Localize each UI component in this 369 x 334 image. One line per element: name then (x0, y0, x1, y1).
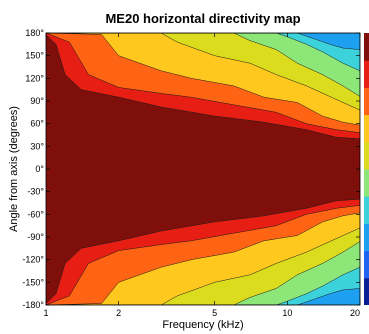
y-tick-label: 150° (25, 51, 44, 61)
colorbar-segment (364, 277, 369, 305)
y-tick-label: 120° (25, 73, 44, 83)
colorbar-segment (364, 250, 369, 279)
y-tick-label: 60° (30, 119, 44, 129)
x-tick-label: 2 (116, 308, 121, 318)
colorbar-segment (364, 114, 369, 143)
colorbar (364, 33, 369, 305)
contour-band-upper-6 (46, 33, 360, 50)
x-tick-label: 5 (212, 308, 217, 318)
y-tick-label: -90° (27, 232, 44, 242)
y-tick-label: -150° (22, 277, 44, 287)
y-tick-label: -120° (22, 255, 44, 265)
colorbar-segment (364, 223, 369, 252)
colorbar-segment (364, 33, 369, 61)
colorbar-segment (364, 141, 369, 170)
x-axis-ticks: 1 2 5 10 20 (43, 33, 361, 318)
y-tick-label: -180° (22, 300, 44, 310)
colorbar-segment (364, 87, 369, 116)
x-tick-label: 20 (350, 308, 360, 318)
contour-band-lower-6 (46, 288, 360, 305)
y-axis-label: Angle from axis (degrees) (8, 106, 20, 232)
y-tick-label: -30° (27, 187, 44, 197)
y-tick-label: 30° (30, 141, 44, 151)
contour-band-upper-4 (46, 33, 360, 97)
colorbar-segment (364, 60, 369, 88)
x-axis-label: Frequency (kHz) (162, 319, 243, 331)
contour-band-lower-4 (46, 241, 360, 305)
chart-title: ME20 horizontal directivity map (105, 11, 300, 26)
y-tick-label: 0° (35, 164, 44, 174)
y-axis-ticks: 180° 150° 120° 90° 60° 30° 0° -30° -60° -90° -120°… (22, 28, 360, 310)
contour-bands (46, 33, 360, 305)
colorbar-segment (364, 196, 369, 224)
colorbar-segment (364, 169, 369, 197)
x-tick-label: 10 (282, 308, 292, 318)
y-tick-label: 90° (30, 96, 44, 106)
y-tick-label: 180° (25, 28, 44, 38)
y-tick-label: -60° (27, 209, 44, 219)
x-tick-label: 1 (43, 308, 48, 318)
